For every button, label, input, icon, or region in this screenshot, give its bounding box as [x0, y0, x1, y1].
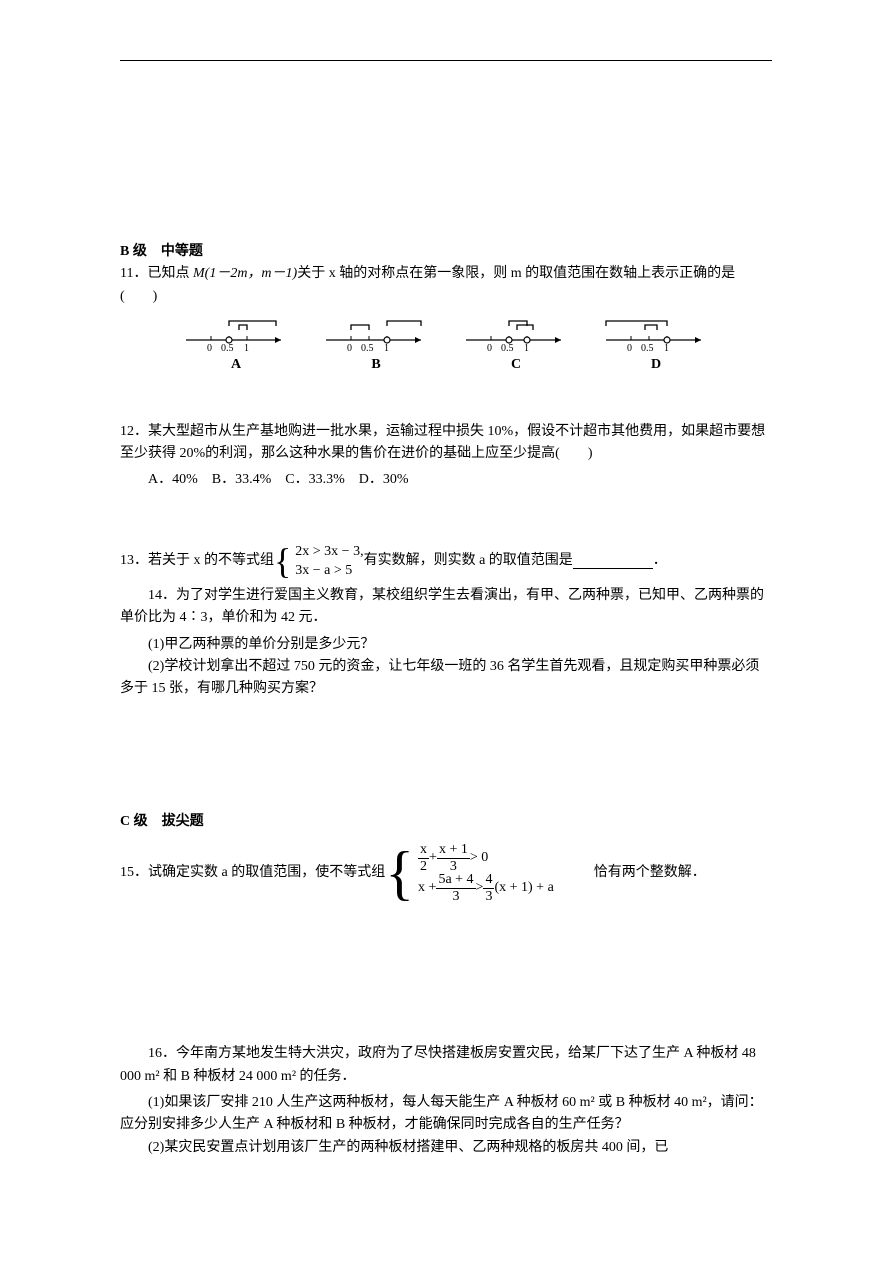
svg-text:1: 1 [664, 343, 669, 352]
question-16-p1: 16．今年南方某地发生特大洪灾，政府为了尽快搭建板房安置灾民，给某厂下达了生产 … [120, 1043, 772, 1088]
svg-text:0: 0 [487, 343, 492, 352]
q13-system: { 2x > 3x − 3, 3x − a > 5 [274, 542, 364, 581]
left-brace-icon: { [274, 543, 291, 579]
question-15: 15．试确定实数 a 的取值范围，使不等式组 { x2 + x + 13 > 0… [120, 843, 772, 903]
q13-prefix: 13．若关于 x 的不等式组 [120, 550, 274, 572]
numberline-c-svg: 0 0.5 1 [461, 318, 571, 352]
question-12: 12．某大型超市从生产基地购进一批水果，运输过程中损失 10%，假设不计超市其他… [120, 421, 772, 466]
q15-line2: x + 5a + 43 > 43 (x + 1) + a [418, 873, 554, 903]
question-14-p1: 14．为了对学生进行爱国主义教育，某校组织学生去看演出，有甲、乙两种票，已知甲、… [120, 585, 772, 630]
q12-choices: A．40% B．33.4% C．33.3% D．30% [148, 469, 772, 491]
section-b-title: B 级 中等题 [120, 241, 772, 263]
q11-diagram-a: 0 0.5 1 A [181, 318, 291, 376]
question-16-sub2: (2)某灾民安置点计划用该厂生产的两种板材搭建甲、乙两种规格的板房共 400 间… [120, 1137, 772, 1159]
q11-diagram-b: 0 0.5 1 B [321, 318, 431, 376]
question-13: 13．若关于 x 的不等式组 { 2x > 3x − 3, 3x − a > 5… [120, 542, 772, 581]
q15-suffix: 恰有两个整数解． [594, 862, 706, 884]
svg-text:0: 0 [347, 343, 352, 352]
question-14-sub2: (2)学校计划拿出不超过 750 元的资金，让七年级一班的 36 名学生首先观看… [120, 656, 772, 701]
q13-blank [573, 554, 653, 569]
question-16-sub1: (1)如果该厂安排 210 人生产这两种板材，每人每天能生产 A 种板材 60 … [120, 1092, 772, 1137]
q15-system: { x2 + x + 13 > 0 x + 5a + 43 > 43 (x + … [385, 843, 554, 903]
question-14-sub1: (1)甲乙两种票的单价分别是多少元？ [120, 634, 772, 656]
q11-diagram-d: 0 0.5 1 D [601, 318, 711, 376]
numberline-a-svg: 0 0.5 1 [181, 318, 291, 352]
svg-text:0.5: 0.5 [221, 343, 234, 352]
q12-text: 12．某大型超市从生产基地购进一批水果，运输过程中损失 10%，假设不计超市其他… [120, 424, 765, 461]
svg-text:0: 0 [627, 343, 632, 352]
svg-text:1: 1 [524, 343, 529, 352]
svg-text:1: 1 [244, 343, 249, 352]
q11-text: 11．已知点 M(1－2m，m－1)关于 x 轴的对称点在第一象限，则 m 的取… [120, 266, 735, 303]
svg-text:0.5: 0.5 [641, 343, 654, 352]
q11-label-c: C [461, 354, 571, 376]
page: B 级 中等题 11．已知点 M(1－2m，m－1)关于 x 轴的对称点在第一象… [0, 0, 892, 1262]
q11-label-a: A [181, 354, 291, 376]
q13-period: ． [653, 550, 667, 572]
svg-text:0.5: 0.5 [361, 343, 374, 352]
top-rule [120, 60, 772, 61]
section-c-title: C 级 拔尖题 [120, 811, 772, 833]
svg-text:0.5: 0.5 [501, 343, 514, 352]
q11-diagram-c: 0 0.5 1 C [461, 318, 571, 376]
q13-line1: 2x > 3x − 3, [295, 542, 363, 562]
q15-line1: x2 + x + 13 > 0 [418, 843, 554, 873]
svg-text:0: 0 [207, 343, 212, 352]
left-brace-icon: { [385, 843, 414, 903]
svg-text:1: 1 [384, 343, 389, 352]
numberline-d-svg: 0 0.5 1 [601, 318, 711, 352]
q15-prefix: 15．试确定实数 a 的取值范围，使不等式组 [120, 862, 385, 884]
q13-suffix: 有实数解，则实数 a 的取值范围是 [364, 550, 573, 572]
q13-line2: 3x − a > 5 [295, 561, 363, 581]
question-11: 11．已知点 M(1－2m，m－1)关于 x 轴的对称点在第一象限，则 m 的取… [120, 263, 772, 308]
q11-label-d: D [601, 354, 711, 376]
q11-label-b: B [321, 354, 431, 376]
numberline-b-svg: 0 0.5 1 [321, 318, 431, 352]
q11-diagram-row: 0 0.5 1 A 0 0.5 1 [120, 318, 772, 376]
